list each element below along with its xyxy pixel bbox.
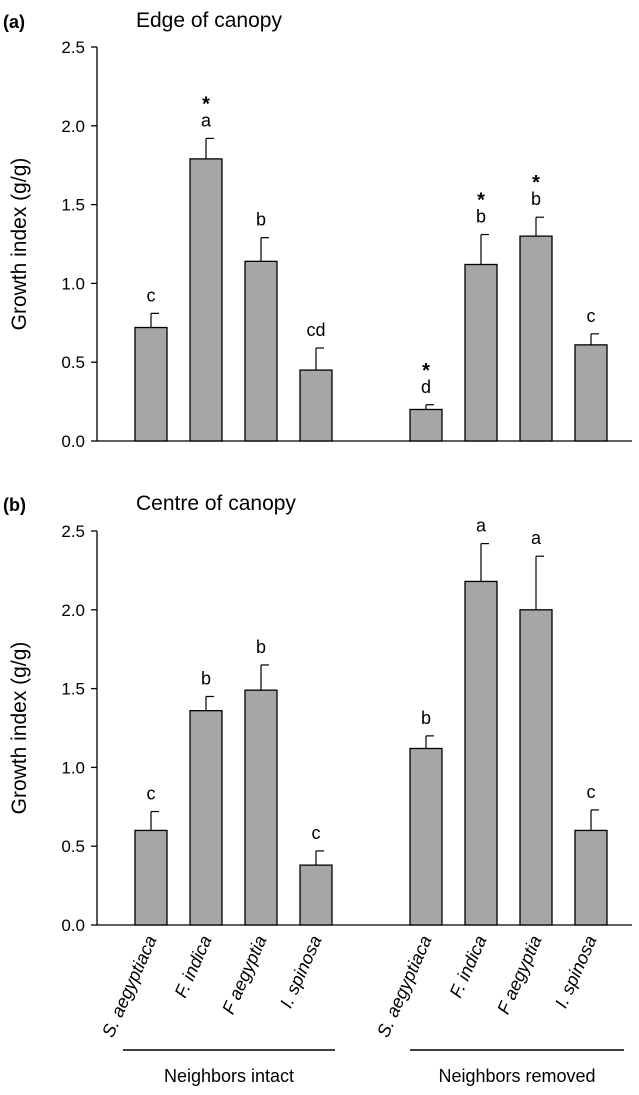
significance-letter: b	[476, 207, 486, 227]
bar	[464, 580, 498, 926]
y-tick-label: 1.5	[61, 680, 85, 699]
significance-letter: a	[476, 516, 487, 536]
bar	[409, 747, 443, 926]
panel-title: Edge of canopy	[136, 9, 282, 32]
group-label: Neighbors removed	[438, 1066, 595, 1086]
category-abbr: S.	[98, 1017, 123, 1041]
bar	[134, 326, 168, 442]
significance-star: *	[422, 360, 430, 382]
significance-star: *	[477, 190, 485, 212]
bar	[299, 864, 333, 926]
y-tick-label: 0.0	[61, 432, 85, 451]
category-name: aegyptia	[500, 932, 546, 1002]
bar	[244, 260, 278, 442]
bar	[574, 829, 608, 926]
panel-title: Centre of canopy	[136, 492, 296, 515]
significance-letter: b	[201, 668, 211, 688]
y-tick-label: 1.0	[61, 274, 85, 293]
y-tick-label: 1.5	[61, 196, 85, 215]
significance-star: *	[532, 172, 540, 194]
category-label: I. spinosa	[276, 932, 326, 1011]
significance-letter: b	[256, 637, 266, 657]
bar	[189, 158, 223, 442]
significance-letter: c	[587, 782, 596, 802]
y-axis-label: Growth index (g/g)	[8, 642, 31, 815]
significance-letter: c	[312, 823, 321, 843]
category-label: F aegyptia	[493, 932, 545, 1017]
category-abbr: S.	[373, 1017, 398, 1041]
panel-letter: (a)	[3, 12, 25, 32]
y-tick-label: 2.0	[61, 117, 85, 136]
y-tick-label: 1.0	[61, 758, 85, 777]
bar	[299, 369, 333, 442]
significance-letter: b	[531, 189, 541, 209]
group-label: Neighbors intact	[164, 1066, 294, 1086]
bar	[464, 263, 498, 442]
y-axis-label: Growth index (g/g)	[8, 158, 31, 331]
chart-panel-a: (a) Edge of canopy 0.0 0.5 1.0 1.5 2.0 2.5 Growt…	[3, 9, 632, 451]
significance-letter: c	[147, 285, 156, 305]
category-name: aegyptia	[225, 932, 271, 1002]
category-name: spinosa	[557, 932, 601, 997]
significance-letter: a	[531, 528, 542, 548]
category-name: spinosa	[282, 932, 326, 997]
y-tick-label: 2.5	[61, 522, 85, 541]
category-label: S. aegyptiaca	[373, 932, 436, 1040]
significance-letter: b	[256, 210, 266, 230]
significance-letter: d	[421, 377, 431, 397]
chart-panel-b: (b) Centre of canopy 0.0 0.5 1.0 1.5 2.0 2.5 Gro…	[3, 492, 632, 935]
category-label: F. indica	[446, 932, 491, 1000]
category-label: F aegyptia	[218, 932, 270, 1017]
bar	[244, 689, 278, 926]
significance-letter: b	[421, 708, 431, 728]
panel-letter: (b)	[3, 495, 26, 515]
bar	[574, 344, 608, 442]
category-label: F. indica	[171, 932, 216, 1000]
category-label: S. aegyptiaca	[98, 932, 161, 1040]
bar	[189, 710, 223, 926]
y-tick-label: 0.5	[61, 353, 85, 372]
category-name: indica	[178, 932, 215, 983]
bar	[134, 829, 168, 926]
y-tick-label: 2.5	[61, 38, 85, 57]
bar	[519, 235, 553, 442]
y-tick-label: 2.0	[61, 601, 85, 620]
significance-letter: cd	[306, 320, 325, 340]
significance-letter: c	[587, 306, 596, 326]
bar	[519, 609, 553, 926]
y-tick-label: 0.0	[61, 916, 85, 935]
y-tick-label: 0.5	[61, 837, 85, 856]
category-name: aegyptiaca	[382, 932, 436, 1020]
significance-letter: a	[201, 110, 212, 130]
significance-star: *	[202, 93, 210, 115]
significance-letter: c	[147, 784, 156, 804]
category-name: indica	[453, 932, 490, 983]
category-name: aegyptiaca	[107, 932, 161, 1020]
category-label: I. spinosa	[551, 932, 601, 1011]
bar	[409, 408, 443, 442]
